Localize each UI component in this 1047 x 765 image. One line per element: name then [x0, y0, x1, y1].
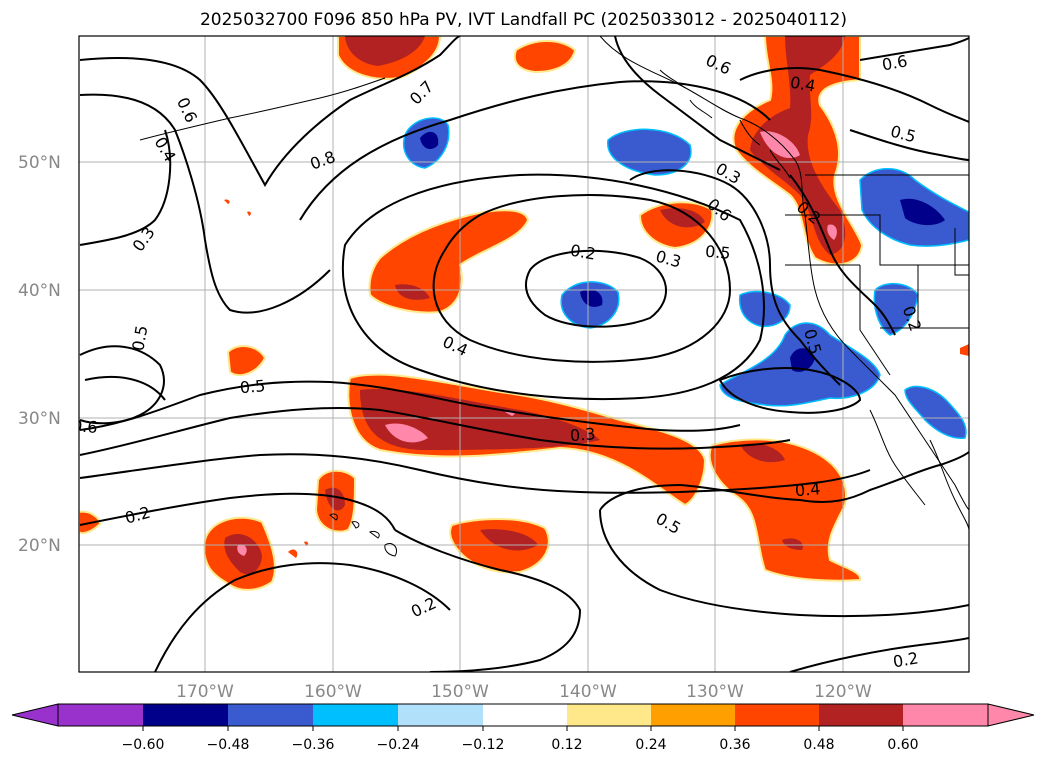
- longitude-labels: 170°W 160°W 150°W 140°W 130°W 120°W: [176, 682, 872, 702]
- contour-south-4: [599, 451, 969, 511]
- contour-west-4: [79, 453, 871, 494]
- colorbar: −0.60 −0.48 −0.36 −0.24 −0.12 0.12 0.24 …: [11, 703, 1035, 753]
- contour-ne-4: [859, 37, 969, 61]
- contour-south-6: [789, 637, 969, 672]
- lat-label: 40°N: [18, 281, 61, 301]
- colorbar-segment: [58, 704, 143, 726]
- colorbar-segment: [819, 704, 903, 726]
- fill-neg-gulf: [607, 128, 692, 176]
- contour-label: 0.3: [569, 424, 596, 445]
- colorbar-tick-label: −0.48: [207, 737, 250, 753]
- lon-label: 120°W: [814, 682, 872, 702]
- map-frame: [78, 35, 970, 673]
- colorbar-segment: [398, 704, 483, 726]
- colorbar-tick-label: −0.12: [462, 737, 505, 753]
- lon-label: 130°W: [686, 682, 744, 702]
- contour-ne-2: [739, 67, 969, 123]
- contour-label: 0.2: [891, 648, 919, 671]
- colorbar-tick-label: −0.60: [122, 737, 165, 753]
- colorbar-tick-label: 0.36: [719, 737, 750, 753]
- colorbar-tick-label: 0.24: [635, 737, 666, 753]
- lat-label: 20°N: [18, 536, 61, 556]
- colorbar-segment: [483, 704, 567, 726]
- contour-label: 0.6: [71, 416, 98, 437]
- contour-low-center: [524, 249, 667, 328]
- contour-west-3: [79, 407, 791, 456]
- contour-ring-4: [299, 80, 771, 221]
- contour-south-2: [394, 529, 582, 672]
- contour-label: 0.6: [880, 51, 908, 74]
- contour-south-5: [599, 509, 969, 618]
- mexico-coast: [929, 439, 969, 531]
- hawaii-islands: [329, 513, 398, 557]
- contour-ring-2: [432, 194, 732, 363]
- colorbar-segment: [228, 704, 313, 726]
- colorbar-tick-label: 0.48: [803, 737, 834, 753]
- colorbar-tick-label: −0.36: [292, 737, 335, 753]
- contour-east-2: [718, 367, 862, 414]
- colorbar-tick-label: 0.12: [551, 737, 582, 753]
- colorbar-extend-low: [11, 703, 59, 727]
- fill-north-small: [513, 40, 577, 74]
- colorbar-segment: [567, 704, 651, 726]
- latitude-labels: 50°N 40°N 30°N 20°N: [18, 153, 61, 556]
- bc-islands: [659, 69, 791, 179]
- lon-label: 160°W: [304, 682, 362, 702]
- pv-contours: [79, 36, 969, 672]
- contour-label: 0.4: [794, 479, 821, 500]
- colorbar-segment: [313, 704, 398, 726]
- contour-sw-small: [84, 376, 166, 401]
- graticule: [79, 36, 969, 672]
- lon-label: 170°W: [176, 682, 234, 702]
- contour-west-1: [79, 345, 165, 425]
- contour-label: 0.2: [569, 241, 597, 264]
- contour-nw-3: [79, 129, 172, 246]
- contour-west-2: [79, 380, 741, 432]
- contour-nw-2: [79, 93, 331, 314]
- state-borders: [785, 174, 969, 376]
- colorbar-tick-label: 0.60: [887, 737, 918, 753]
- contour-east-1: [629, 169, 841, 386]
- fill-neg-nevada: [873, 283, 919, 336]
- colorbar-outline: [57, 703, 989, 727]
- colorbar-segment: [903, 704, 988, 726]
- negative-anomaly-fills: [403, 117, 969, 439]
- contour-label: 0.5: [704, 242, 731, 263]
- contour-coast-inner: [789, 174, 896, 336]
- contour-label: 0.4: [789, 73, 817, 96]
- contour-ring-3: [341, 173, 765, 401]
- colorbar-ticks: [142, 726, 904, 731]
- contour-nw-1: [79, 36, 461, 188]
- colorbar-segment: [651, 704, 735, 726]
- colorbar-segment: [735, 704, 819, 726]
- alaska-coast: [599, 36, 969, 511]
- fill-small-west: [226, 345, 267, 377]
- colorbar-segment: [143, 704, 228, 726]
- contour-south-3: [154, 562, 451, 672]
- lon-label: 140°W: [559, 682, 617, 702]
- contour-ne-1: [614, 36, 781, 171]
- colorbar-tick-label: −0.24: [377, 737, 420, 753]
- contour-label: 0.5: [239, 376, 266, 397]
- lat-label: 30°N: [18, 409, 61, 429]
- coastlines: [139, 36, 969, 531]
- contour-south-1: [79, 492, 396, 531]
- lat-label: 50°N: [18, 153, 61, 173]
- fill-neg-baja: [904, 385, 967, 439]
- contour-ne-3: [849, 129, 969, 161]
- colorbar-extend-high: [987, 703, 1035, 727]
- contour-label: 0.5: [128, 324, 151, 352]
- baja-coast: [869, 409, 926, 506]
- map-title: 2025032700 F096 850 hPa PV, IVT Landfall…: [199, 10, 847, 30]
- map-plot-area: 0.6 0.4 0.3 0.7 0.8 0.5 0.5 0.6 0.2 0.2 …: [71, 36, 969, 672]
- lon-label: 150°W: [431, 682, 489, 702]
- aleutian-chain: [139, 77, 386, 141]
